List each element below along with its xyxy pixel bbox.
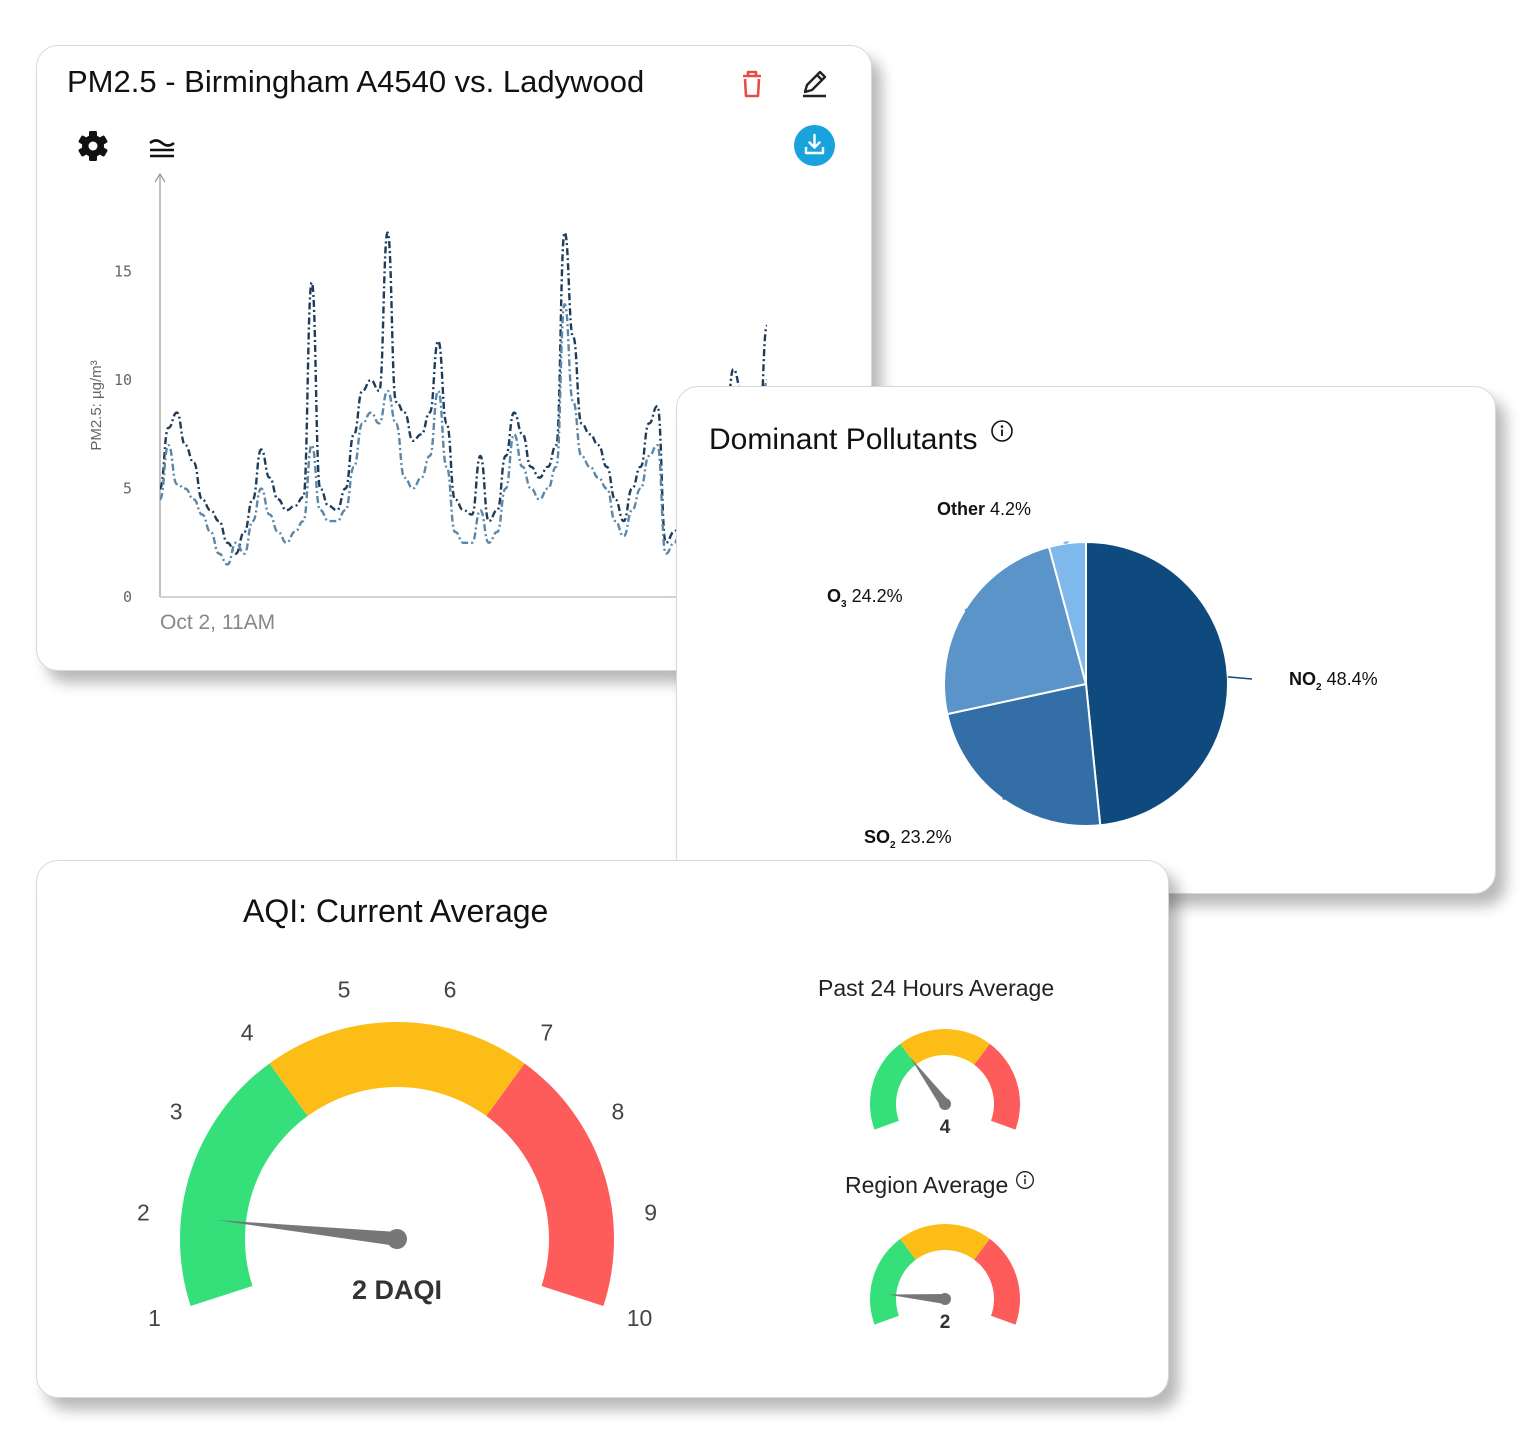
x-tick-label: Oct 2, 11AM — [160, 611, 275, 634]
gauge-tick-label: 8 — [611, 1099, 624, 1125]
pie-title: Dominant Pollutants — [709, 417, 1014, 457]
pie-slice — [1085, 540, 1229, 827]
past-24h-title: Past 24 Hours Average — [818, 975, 1055, 1001]
gauge-tick-label: 4 — [241, 1020, 254, 1046]
y-tick-label: 5 — [123, 480, 132, 498]
gauge-tick-label: 6 — [444, 977, 457, 1003]
gauge-needle-hub — [939, 1098, 951, 1110]
gauge-tick-label: 3 — [170, 1099, 183, 1125]
pie-connector — [1227, 676, 1253, 680]
pm25-line-chart: 0 5 10 15 PM2.5: µg/m³ Oct 2, 11AM — [88, 172, 837, 634]
gear-icon — [78, 131, 108, 161]
download-icon — [794, 125, 835, 166]
legend-toggle-icon — [149, 139, 175, 158]
gauge-value-label: 2 DAQI — [352, 1275, 442, 1305]
y-tick-label: 15 — [114, 263, 132, 281]
aqi-title: AQI: Current Average — [243, 893, 549, 929]
info-icon[interactable] — [990, 417, 1014, 451]
settings-button[interactable] — [75, 128, 111, 164]
gauge-band-low — [870, 1238, 916, 1325]
y-axis-arrow — [154, 172, 166, 183]
pollutants-pie-chart: NO2 48.4% SO2 23.2% O3 24.2% Other 4.2% — [827, 499, 1378, 851]
delete-button[interactable] — [737, 66, 767, 102]
gauge-value-label: 4 — [940, 1117, 951, 1138]
gauge-band-moderate — [269, 1022, 525, 1117]
gauge-band-moderate — [900, 1029, 990, 1065]
y-tick-label: 10 — [114, 371, 132, 389]
legend-toggle-button[interactable] — [145, 130, 179, 164]
gauge-tick-label: 10 — [627, 1305, 653, 1331]
pie-connector — [964, 608, 968, 611]
y-axis-label: PM2.5: µg/m³ — [88, 360, 105, 450]
gauge-tick-label: 7 — [540, 1020, 553, 1046]
pie-label: NO2 48.4% — [1289, 669, 1378, 693]
region-average-label: Region Average — [845, 1172, 1009, 1198]
gauge-band-high — [974, 1238, 1020, 1325]
gauge-needle — [887, 1294, 946, 1304]
pencil-icon — [803, 70, 827, 98]
gauge-needle — [910, 1057, 950, 1107]
gauge-value-label: 2 — [940, 1312, 951, 1333]
pie-title-text: Dominant Pollutants — [709, 423, 978, 456]
gauge-tick-label: 9 — [644, 1199, 657, 1225]
edit-button[interactable] — [797, 66, 831, 102]
trash-icon — [743, 70, 761, 98]
gauge-needle-hub — [939, 1293, 951, 1305]
dominant-pollutants-card: Dominant Pollutants NO2 48.4% SO2 23.2% O3… — [676, 386, 1496, 894]
region-average-title: Region Average — [845, 1169, 1035, 1199]
pie-label: SO2 23.2% — [864, 827, 952, 851]
gauge-band-low — [180, 1063, 308, 1307]
aqi-card: AQI: Current Average Past 24 Hours Avera… — [36, 860, 1169, 1398]
pm25-chart-card: PM2.5 - Birmingham A4540 vs. Ladywood — [36, 45, 872, 671]
gauge-band-low — [869, 1043, 916, 1130]
gauge-needle-hub — [387, 1229, 407, 1249]
gauge-band-moderate — [900, 1224, 990, 1260]
chart-title: PM2.5 - Birmingham A4540 vs. Ladywood — [67, 64, 645, 99]
gauge-band-high — [974, 1043, 1020, 1130]
gauge-tick-label: 1 — [148, 1305, 161, 1331]
pie-label: Other 4.2% — [937, 499, 1031, 519]
gauge-tick-label: 2 — [137, 1199, 150, 1225]
y-tick-label: 0 — [123, 588, 132, 606]
series-line — [158, 231, 769, 555]
aqi-gauges: 1 2 3 4 5 6 7 8 9 10 2 DAQI 4 2 — [137, 977, 1020, 1333]
gauge-band-high — [486, 1063, 615, 1307]
pie-slice — [1047, 540, 1087, 685]
gauge-needle — [215, 1219, 398, 1246]
series-line — [158, 302, 769, 566]
info-icon[interactable] — [1015, 1169, 1035, 1196]
pie-label: O3 24.2% — [827, 586, 903, 610]
gauge-tick-label: 5 — [338, 977, 351, 1003]
download-button[interactable] — [794, 125, 835, 166]
pie-connector — [1063, 541, 1070, 545]
